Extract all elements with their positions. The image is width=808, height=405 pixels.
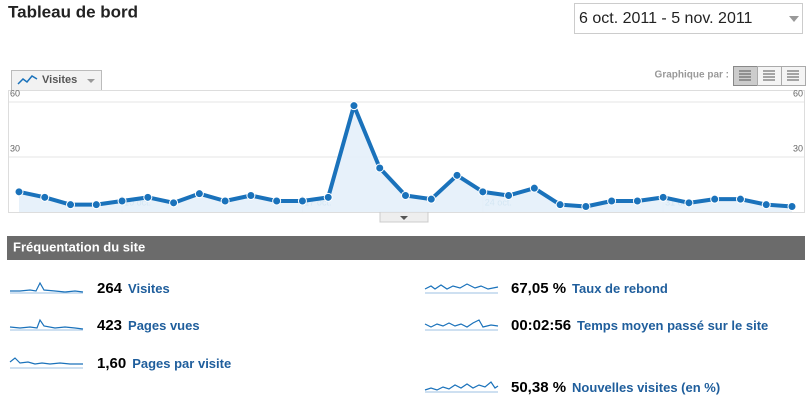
sparkline <box>424 319 499 328</box>
point <box>272 196 282 206</box>
date-range[interactable]: 6 oct. 2011 - 5 nov. 2011 <box>579 10 753 27</box>
point <box>607 196 617 206</box>
point <box>452 170 462 180</box>
section-bar <box>7 236 805 260</box>
section-title: Fréquentation du site <box>13 239 145 254</box>
metric: 1,60 Pages par visite <box>97 352 377 376</box>
sparkline <box>424 283 499 290</box>
tab-label[interactable]: Visites <box>42 74 77 86</box>
handle-arrow[interactable] <box>400 216 408 220</box>
metric-link[interactable]: Visites <box>128 281 170 296</box>
metric-link[interactable]: Temps moyen passé sur le site <box>577 318 769 333</box>
point <box>426 194 436 204</box>
point <box>658 192 668 202</box>
sparkline <box>424 381 499 391</box>
date-picker[interactable] <box>574 3 803 34</box>
view-month-button[interactable] <box>781 66 806 86</box>
point <box>761 200 771 210</box>
point <box>323 192 333 202</box>
metric-value: 423 <box>97 317 123 334</box>
point <box>710 194 720 204</box>
point <box>194 189 204 199</box>
point <box>40 192 50 202</box>
point <box>91 200 101 210</box>
metric: 50,38 % Nouvelles visites (en %) <box>511 376 791 400</box>
tab-icon <box>17 75 38 85</box>
y-tick-label: 30 <box>10 143 20 153</box>
metric: 264 Visites <box>97 277 377 301</box>
point <box>375 163 385 173</box>
metric: 423 Pages vues <box>97 314 377 338</box>
point <box>529 183 539 193</box>
metric-value: 1,60 <box>97 355 127 372</box>
point <box>117 196 127 206</box>
sparkline <box>10 281 84 293</box>
metric: 67,05 % Taux de rebond <box>511 277 791 301</box>
y-tick-label: 60 <box>10 88 20 98</box>
view-day-button[interactable] <box>733 66 758 86</box>
metric-link[interactable]: Taux de rebond <box>572 281 668 296</box>
point <box>632 196 642 206</box>
metric-link[interactable]: Nouvelles visites (en %) <box>572 380 721 395</box>
point <box>581 202 591 211</box>
y-tick-label: 30 <box>793 143 803 153</box>
point <box>169 198 179 208</box>
view-week-button[interactable] <box>757 66 782 86</box>
sparkline <box>9 318 84 330</box>
point <box>555 200 565 210</box>
tab-arrow[interactable] <box>87 79 95 83</box>
metric-value: 67,05 % <box>511 280 567 297</box>
metric-link[interactable]: Pages par visite <box>132 356 232 371</box>
metric-link[interactable]: Pages vues <box>128 318 200 333</box>
sparkline <box>9 357 83 365</box>
view-icons <box>739 70 799 81</box>
point <box>66 200 76 210</box>
graph-by-label: Graphique par : <box>655 70 729 81</box>
point <box>14 187 24 197</box>
point <box>401 191 410 200</box>
point <box>297 196 307 206</box>
metric-value: 264 <box>97 280 123 297</box>
metric-value: 50,38 % <box>511 379 567 396</box>
point <box>787 202 797 211</box>
metric-value: 00:02:56 <box>511 317 572 334</box>
point <box>220 196 230 206</box>
dropdown-arrow[interactable] <box>789 16 799 22</box>
point <box>478 187 488 197</box>
point <box>684 198 694 208</box>
metric: 00:02:56 Temps moyen passé sur le site <box>511 314 796 338</box>
point <box>735 194 745 204</box>
point <box>246 191 256 200</box>
point <box>504 191 514 200</box>
point <box>349 101 359 111</box>
page-title: Tableau de bord <box>8 2 138 21</box>
y-tick-label: 60 <box>793 88 803 98</box>
point <box>143 192 153 202</box>
